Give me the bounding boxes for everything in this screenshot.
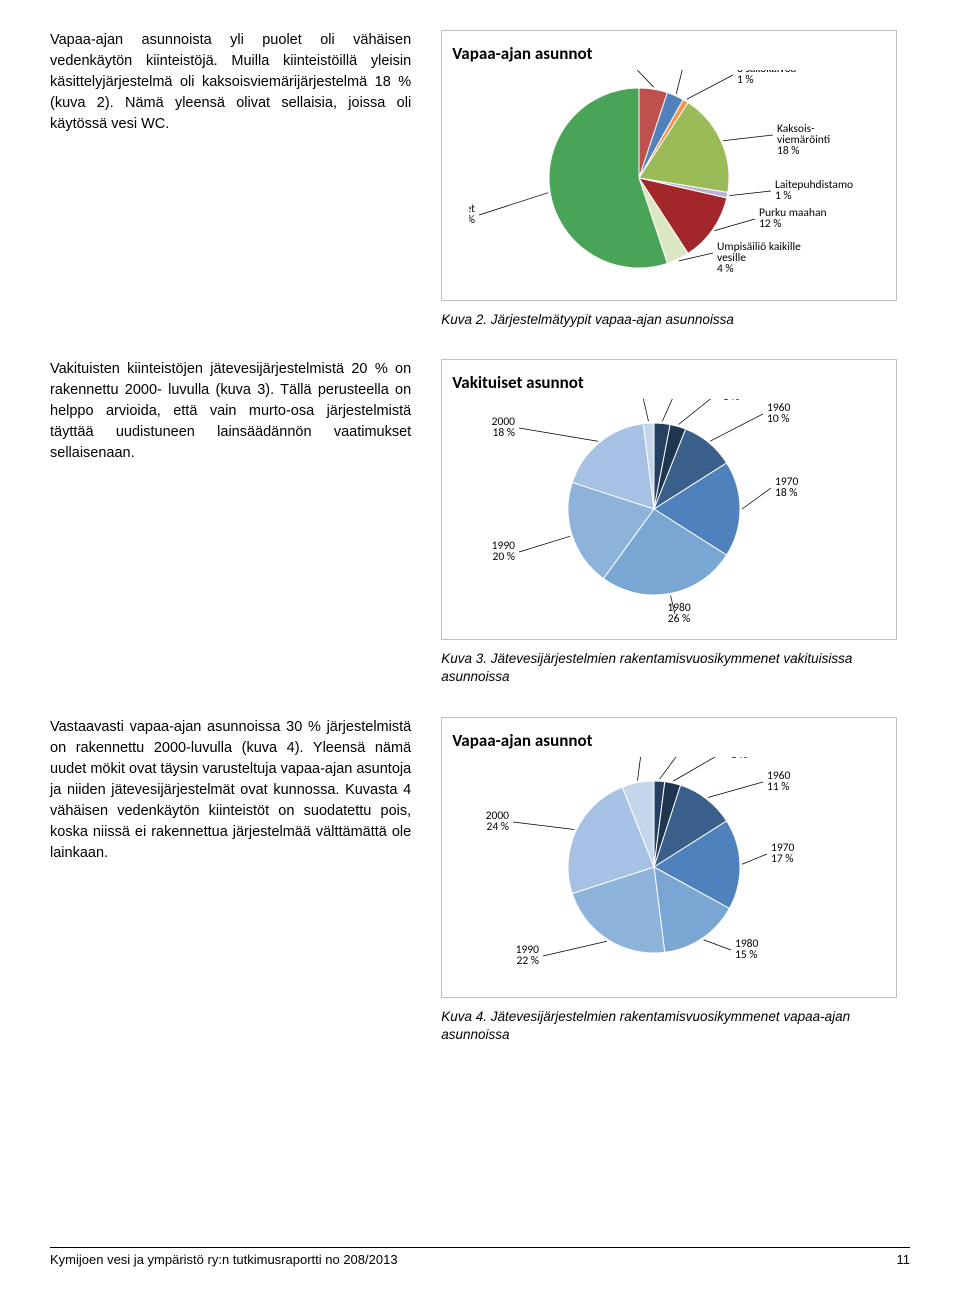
pie-leader-line	[639, 399, 648, 421]
pie-slice-label: 198026 %	[667, 601, 690, 626]
pie-leader-line	[742, 488, 771, 509]
pie-leader-line	[687, 75, 733, 99]
caption-3: Kuva 3. Jätevesijärjestelmien rakentamis…	[441, 650, 897, 686]
para3-text: Vastaavasti vapaa-ajan asunnoissa 30 % j…	[50, 719, 411, 861]
footer-left: Kymijoen vesi ja ympäristö ry:n tutkimus…	[50, 1252, 398, 1267]
pie-slice-label: Laitepuhdistamo1 %	[775, 178, 853, 203]
pie-slice-label: 19503 %	[731, 757, 754, 762]
paragraph-2: Vakituisten kiinteistöjen jätevesijärjes…	[50, 359, 411, 686]
pie-slice-label: Umpisäiliö kaikillevesille4 %	[717, 240, 801, 276]
para2-text: Vakituisten kiinteistöjen jätevesijärjes…	[50, 361, 411, 461]
pie-leader-line	[679, 399, 719, 424]
caption-2: Kuva 2. Järjestelmätyypit vapaa-ajan asu…	[441, 311, 897, 329]
chart-3-box: Vapaa-ajan asunnot 19402 %19503 %196011 …	[441, 717, 897, 998]
page-footer: Kymijoen vesi ja ympäristö ry:n tutkimus…	[50, 1247, 910, 1267]
pie-slice-label: 3 sakokaivoa1 %	[737, 70, 796, 87]
pie-leader-line	[704, 939, 732, 949]
pie-leader-line	[625, 70, 654, 87]
pie-leader-line	[710, 414, 763, 441]
pie-leader-line	[519, 428, 598, 441]
pie-slice-label: 198015 %	[735, 937, 758, 962]
paragraph-1: Vapaa-ajan asunnoista yli puolet oli väh…	[50, 30, 411, 329]
pie-slice-label: 196011 %	[767, 769, 790, 794]
caption-4: Kuva 4. Jätevesijärjestelmien rakentamis…	[441, 1008, 897, 1044]
footer-page-number: 11	[897, 1252, 911, 1267]
chart-3-title: Vapaa-ajan asunnot	[452, 730, 886, 751]
pie-leader-line	[729, 191, 771, 196]
pie-slice-label: 19503 %	[723, 399, 746, 404]
pie-slice-label: 199022 %	[516, 943, 539, 968]
paragraph-3: Vastaavasti vapaa-ajan asunnoissa 30 % j…	[50, 717, 411, 1044]
pie-leader-line	[543, 941, 607, 956]
pie-slice-label: 199020 %	[492, 539, 515, 564]
pie-slice-label: 200018 %	[492, 415, 515, 440]
pie-leader-line	[708, 782, 763, 797]
pie-leader-line	[673, 757, 727, 781]
chart-1-title: Vapaa-ajan asunnot	[452, 43, 886, 64]
chart-2-box: Vakituiset asunnot 19403 %19503 %196010 …	[441, 359, 897, 640]
pie-slice-label: 197017 %	[771, 841, 794, 866]
pie-leader-line	[742, 854, 767, 864]
pie-leader-line	[715, 219, 756, 231]
pie-slice-label: 200024 %	[486, 809, 509, 834]
chart-2-title: Vakituiset asunnot	[452, 372, 886, 393]
pie-leader-line	[662, 399, 679, 421]
pie-leader-line	[676, 70, 685, 94]
pie-leader-line	[519, 536, 570, 552]
pie-slice-label: Purku maahan12 %	[759, 206, 827, 231]
pie-slice-label: 196010 %	[767, 401, 790, 426]
pie-slice-label: Kaksois-viemäröinti18 %	[777, 122, 830, 158]
pie-leader-line	[723, 135, 773, 141]
chart-1-box: Vapaa-ajan asunnot 1 sakokaivo5 %2 sakok…	[441, 30, 897, 301]
pie-leader-line	[479, 193, 548, 215]
pie-leader-line	[513, 822, 574, 830]
para1-text: Vapaa-ajan asunnoista yli puolet oli väh…	[50, 32, 411, 132]
pie-leader-line	[638, 757, 643, 781]
pie-slice-label: 197018 %	[775, 475, 798, 500]
pie-slice-label: Vähäiset vedet54 %	[469, 202, 475, 227]
